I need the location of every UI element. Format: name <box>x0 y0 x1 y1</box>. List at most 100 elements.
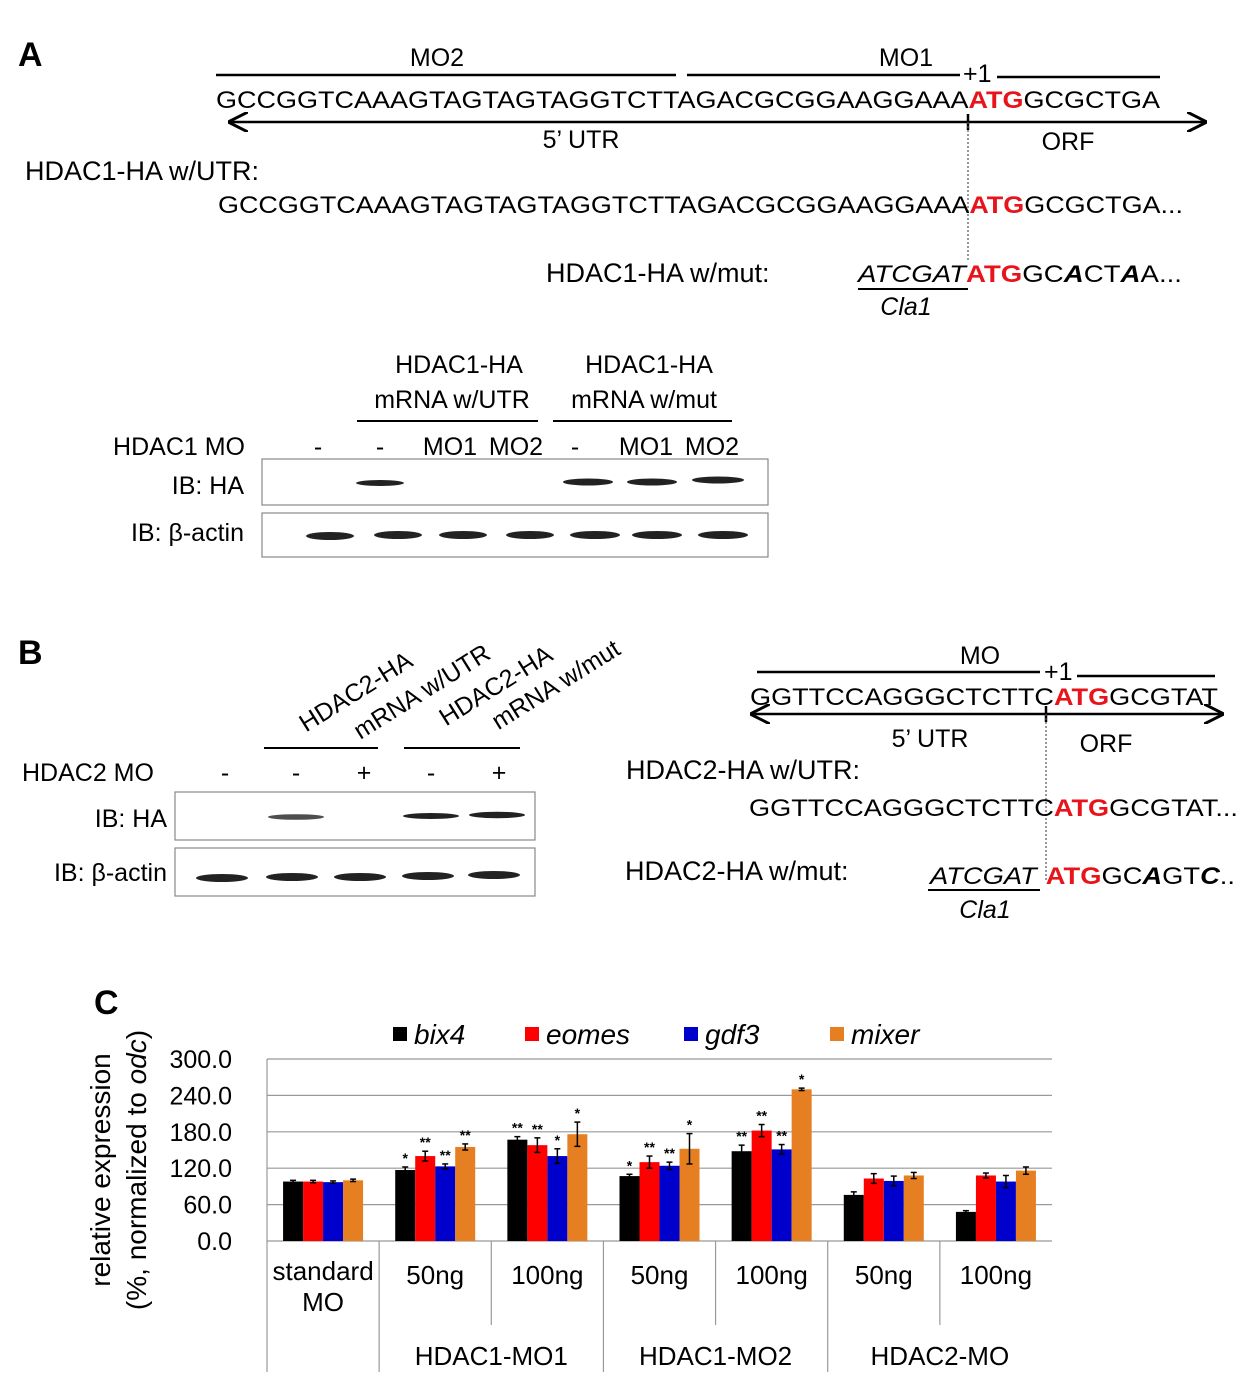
treatment-label: HDAC2 MO <box>22 759 154 787</box>
bar <box>883 1180 904 1241</box>
y-label-part: (%, normalized to <box>121 1084 152 1310</box>
lane-label: - <box>427 759 435 787</box>
significance: ** <box>532 1121 543 1137</box>
panel-a: A MO2 MO1 +1 GCCGGTCAAAGTAGTAGTAGGTCTTAG… <box>18 36 1205 558</box>
lane-label: - <box>376 433 384 461</box>
bar <box>639 1162 660 1241</box>
bar <box>791 1089 812 1241</box>
blot <box>261 458 769 506</box>
error-bar <box>290 1179 297 1184</box>
error-bar <box>574 1121 581 1148</box>
bar <box>323 1182 344 1241</box>
x-tick-label: 50ng <box>406 1260 464 1290</box>
legend-label: gdf3 <box>705 1019 760 1050</box>
panel-label: B <box>18 634 43 672</box>
significance: ** <box>644 1139 655 1155</box>
seq-part: .. <box>1220 863 1235 890</box>
seq-part: GT <box>1162 863 1200 890</box>
blot <box>174 847 536 897</box>
legend-swatch <box>525 1027 539 1041</box>
mo-label: MO <box>960 642 1000 670</box>
seq-part: GCCGGTCAAAGTAGTAGTAGGTCTTAGACGCGGAAGGAAA <box>216 87 969 114</box>
construct-label: HDAC1-HA w/mut: <box>546 258 770 288</box>
bar <box>843 1194 864 1241</box>
significance: ** <box>736 1128 747 1144</box>
significance: ** <box>460 1127 471 1143</box>
bands <box>268 811 525 820</box>
bar <box>975 1175 996 1241</box>
lane-label: - <box>221 759 229 787</box>
error-bar <box>402 1166 409 1174</box>
error-bar <box>666 1161 673 1171</box>
seq-part: GGTTCCAGGGCTCTTC <box>749 795 1054 822</box>
error-bar <box>462 1143 469 1151</box>
bar <box>303 1181 324 1241</box>
lane-label: MO1 <box>423 433 477 461</box>
start-codon: ATG <box>969 87 1024 114</box>
bar <box>679 1148 700 1241</box>
bar <box>343 1180 364 1241</box>
error-bar <box>870 1172 877 1185</box>
error-bar <box>758 1123 765 1138</box>
row-label: IB: β-actin <box>54 859 167 887</box>
panel-label: C <box>94 984 119 1022</box>
bar <box>527 1145 548 1241</box>
panel-c: C relative expression (%, normalized to … <box>85 984 1052 1372</box>
y-tick-label: 180.0 <box>169 1119 232 1147</box>
site-seq: ATCGAT <box>928 863 1040 890</box>
error-bar <box>330 1180 337 1185</box>
sequence: GCCGGTCAAAGTAGTAGTAGGTCTTAGACGCGGAAGGAAA… <box>218 192 1183 219</box>
bar <box>455 1146 476 1241</box>
lane-label: + <box>357 759 372 787</box>
mo-label: MO2 <box>410 44 464 72</box>
legend-swatch <box>684 1027 698 1041</box>
bar <box>435 1166 456 1241</box>
bar <box>903 1175 924 1241</box>
x-tick-label: standard MO <box>272 1256 374 1317</box>
utr-label: 5’ UTR <box>892 725 969 753</box>
treatment-label: HDAC1 MO <box>113 433 245 461</box>
x-tick-label: 100ng <box>735 1260 807 1290</box>
significance: ** <box>756 1108 767 1124</box>
bands <box>306 531 748 540</box>
significance: * <box>687 1117 693 1133</box>
bar <box>1015 1170 1036 1241</box>
orf-label: ORF <box>1080 730 1133 758</box>
y-axis-label: relative expression (%, normalized to od… <box>85 1030 152 1310</box>
bar <box>995 1181 1016 1241</box>
start-label: +1 <box>963 60 992 88</box>
significance: * <box>627 1157 633 1173</box>
bar <box>619 1176 640 1241</box>
sequence: ATCGAT ATG GC A CT A A... <box>856 261 1182 288</box>
y-tick-label: 120.0 <box>169 1155 232 1183</box>
error-bar <box>534 1137 541 1154</box>
bar <box>955 1211 976 1241</box>
lane-label: - <box>314 433 322 461</box>
row-label: IB: HA <box>95 805 168 833</box>
site-label: Cla1 <box>959 896 1010 924</box>
bar <box>771 1149 792 1241</box>
lane-label: MO1 <box>619 433 673 461</box>
seq-part: GCGTAT... <box>1109 795 1238 822</box>
start-codon: ATG <box>1046 863 1102 890</box>
mutation: C <box>1200 863 1220 890</box>
significance: * <box>575 1105 581 1121</box>
start-codon: ATG <box>1054 684 1109 711</box>
blot-header: mRNA w/mut <box>571 386 717 414</box>
construct-label: HDAC2-HA w/UTR: <box>626 755 860 785</box>
error-bar <box>686 1132 693 1165</box>
error-bar <box>890 1175 897 1187</box>
sequence: ATCGAT ATG GC AGT C.. <box>928 863 1235 890</box>
legend-label: bix4 <box>414 1019 465 1050</box>
mo-label: MO1 <box>879 44 933 72</box>
x-tick-label: 50ng <box>855 1260 913 1290</box>
error-bar <box>778 1143 785 1155</box>
error-bar <box>798 1087 805 1092</box>
site-label: Cla1 <box>880 293 931 321</box>
seq-part: GCCGGTCAAAGTAGTAGTAGGTCTTAGACGCGGAAGGAAA <box>218 192 969 219</box>
lane-label: - <box>571 433 579 461</box>
bands <box>356 476 744 486</box>
seq-part: CT <box>1084 261 1121 288</box>
group-label: HDAC2-MO <box>871 1341 1010 1371</box>
